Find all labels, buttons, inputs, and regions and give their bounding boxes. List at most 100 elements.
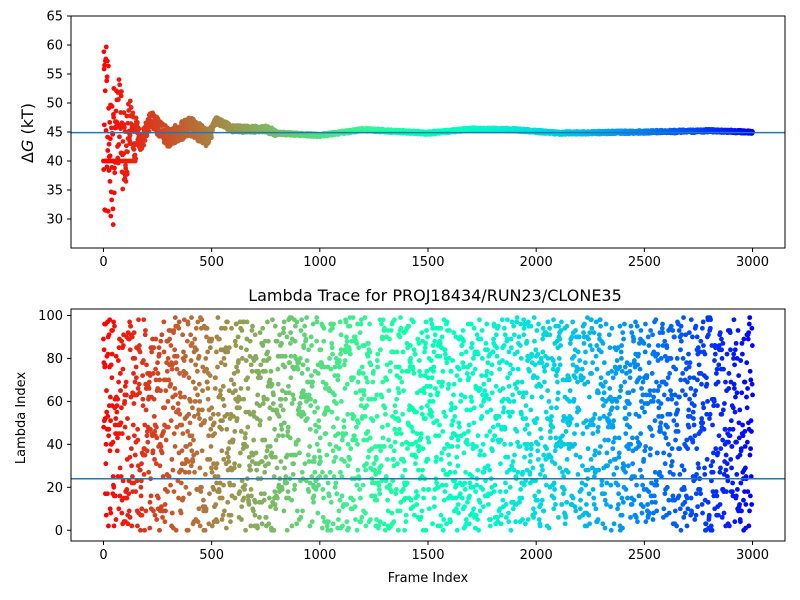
lambda-point (232, 338, 238, 344)
lambda-point (344, 338, 350, 344)
lambda-point (284, 527, 290, 533)
lambda-point (491, 336, 496, 342)
lambda-point (287, 360, 292, 366)
lambda-point (159, 332, 165, 338)
lambda-point (429, 321, 435, 327)
lambda-point (226, 459, 232, 464)
lambda-point (164, 368, 170, 374)
lambda-point (358, 317, 364, 323)
lambda-point (339, 493, 345, 499)
lambda-point (265, 338, 271, 344)
lambda-point (436, 379, 442, 385)
lambda-point (413, 454, 419, 460)
lambda-point (495, 514, 500, 520)
lambda-point (440, 368, 446, 374)
lambda-point (224, 426, 230, 432)
delta-g-point (123, 166, 129, 171)
lambda-point (260, 343, 266, 348)
delta-g-point (111, 190, 117, 196)
lambda-point (374, 414, 380, 419)
delta-g-point (124, 113, 130, 119)
lambda-point (451, 392, 456, 398)
lambda-point (502, 441, 507, 447)
lambda-point (347, 347, 352, 353)
lambda-point (207, 491, 212, 497)
lambda-point (337, 497, 343, 503)
lambda-point (257, 514, 262, 520)
lambda-point (283, 396, 289, 402)
lambda-point (153, 366, 159, 372)
lambda-point (163, 388, 169, 394)
lambda-point (273, 437, 279, 443)
delta-g-point (109, 197, 115, 203)
lambda-point (107, 506, 113, 512)
lambda-point (512, 452, 517, 458)
lambda-point (454, 373, 460, 378)
lambda-point (113, 517, 119, 522)
lambda-point (424, 328, 429, 333)
lambda-point (290, 472, 296, 477)
lambda-point (400, 487, 406, 492)
lambda-point (514, 319, 520, 325)
lambda-point (363, 523, 369, 529)
lambda-point (128, 323, 134, 329)
y-tick-label: 60 (46, 39, 63, 54)
lambda-point (204, 366, 210, 372)
lambda-point (350, 315, 356, 320)
delta-g-point (107, 153, 113, 159)
lambda-point (186, 469, 192, 475)
lambda-point (255, 392, 261, 398)
lambda-point (135, 386, 141, 391)
lambda-point (263, 454, 269, 460)
lambda-point (467, 493, 472, 499)
lambda-point (455, 502, 461, 507)
lambda-point (355, 379, 361, 385)
lambda-point (306, 347, 311, 353)
lambda-point (106, 523, 111, 529)
lambda-point (226, 446, 231, 452)
lambda-point (112, 323, 117, 329)
lambda-point (292, 323, 298, 329)
delta-g-point (130, 110, 136, 116)
delta-g-point (128, 105, 134, 110)
lambda-point (169, 366, 175, 372)
lambda-point (338, 332, 344, 338)
lambda-point (400, 349, 406, 355)
lambda-point (425, 375, 431, 381)
lambda-point (188, 358, 194, 363)
y-tick-label: 30 (46, 213, 63, 228)
lambda-point (493, 332, 499, 338)
lambda-point (279, 340, 284, 346)
lambda-point (295, 366, 301, 372)
lambda-point (205, 386, 211, 391)
lambda-point (503, 514, 509, 520)
lambda-point (362, 414, 368, 419)
lambda-point (464, 499, 470, 505)
lambda-point (137, 349, 143, 355)
lambda-point (442, 489, 448, 494)
lambda-point (506, 383, 512, 389)
lambda-point (412, 351, 418, 357)
lambda-point (479, 373, 485, 378)
lambda-point (264, 448, 270, 454)
lambda-point (477, 452, 483, 458)
lambda-point (413, 439, 419, 445)
lambda-point (381, 444, 387, 449)
lambda-point (301, 411, 307, 417)
lambda-point (196, 353, 202, 359)
lambda-point (193, 386, 198, 391)
lambda-point (230, 437, 236, 443)
lambda-point (492, 433, 498, 439)
lambda-point (432, 332, 438, 338)
lambda-point (316, 482, 321, 488)
lambda-point (462, 487, 468, 492)
lambda-point (456, 366, 462, 372)
lambda-point (278, 396, 284, 402)
lambda-point (428, 317, 434, 323)
lambda-point (168, 381, 174, 387)
lambda-point (357, 330, 363, 336)
lambda-point (463, 517, 469, 522)
lambda-point (419, 330, 425, 336)
lambda-point (225, 349, 231, 355)
